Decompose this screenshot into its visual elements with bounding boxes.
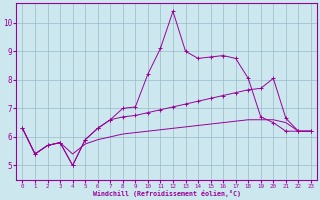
X-axis label: Windchill (Refroidissement éolien,°C): Windchill (Refroidissement éolien,°C): [93, 190, 241, 197]
